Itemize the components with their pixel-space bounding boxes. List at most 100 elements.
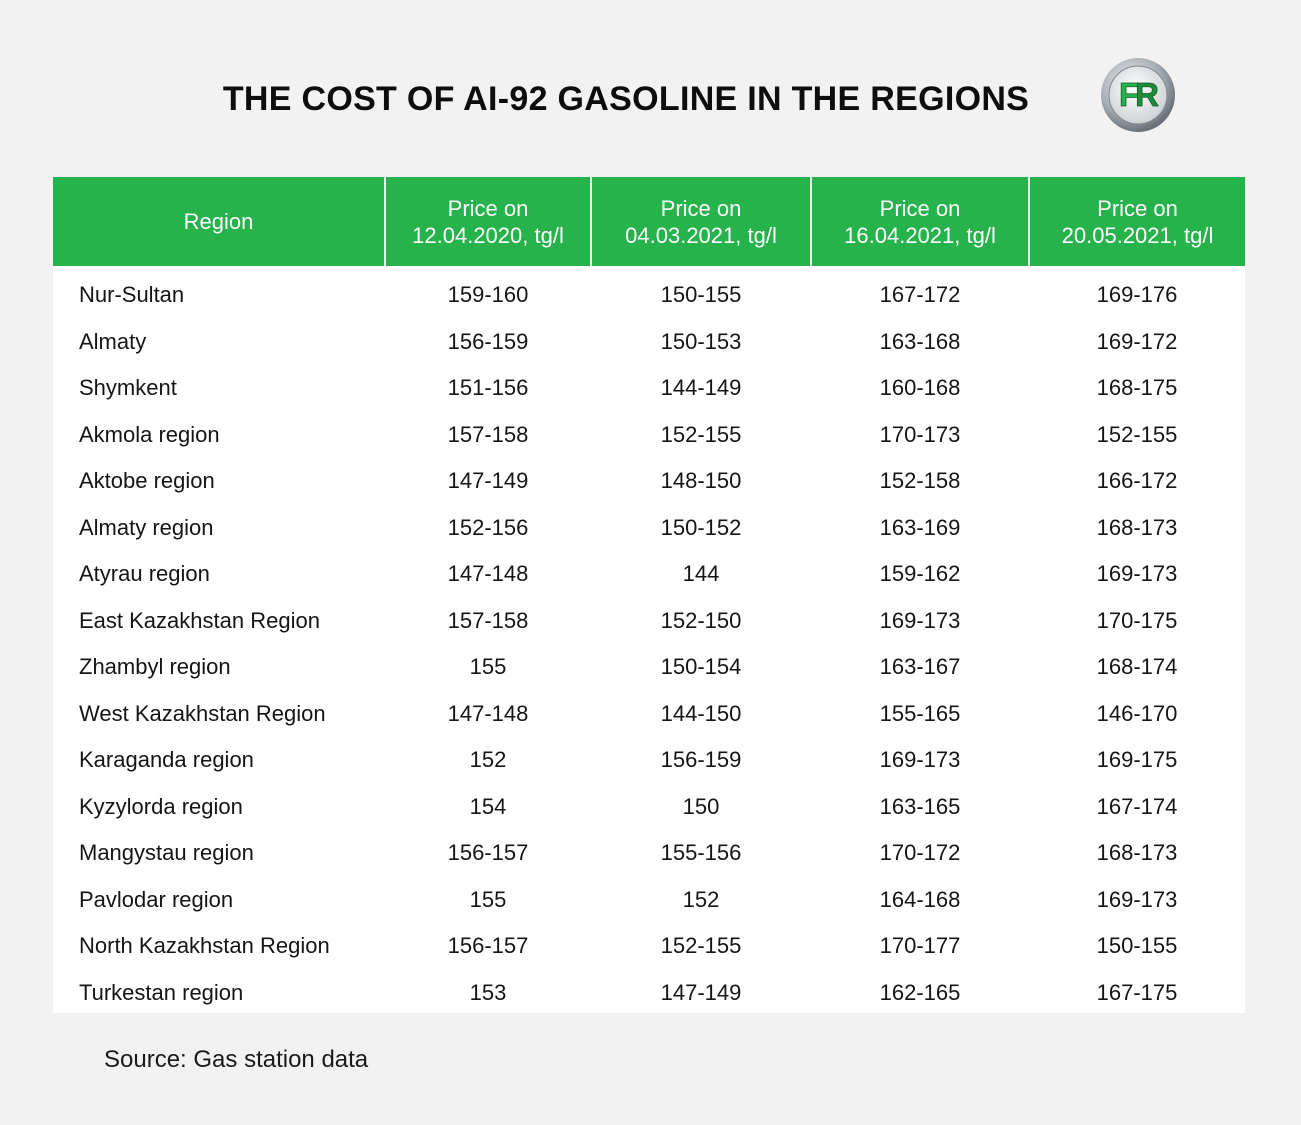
price-2020-04-12-cell: 156-159 [447, 328, 529, 354]
source-note: Source: Gas station data [104, 1046, 369, 1073]
region-cell: Pavlodar region [79, 886, 234, 912]
table-row: East Kazakhstan Region 157-158 152-150 169-… [53, 598, 1245, 645]
price-2020-04-12-cell: 159-160 [447, 282, 529, 308]
price-2020-04-12-cell: 151-156 [447, 375, 529, 401]
region-cell: West Kazakhstan Region [79, 700, 326, 726]
table-row: Kyzylorda region 154 150 163-165 167-174 [53, 784, 1245, 831]
price-2021-05-20-cell: 169-173 [1096, 886, 1178, 912]
price-2021-05-20-cell: 170-175 [1096, 607, 1178, 633]
price-2021-04-16-cell: 159-162 [879, 561, 961, 587]
price-2021-05-20-cell: 150-155 [1096, 933, 1178, 959]
price-2021-05-20-cell: 169-173 [1096, 561, 1178, 587]
price-2020-04-12-cell: 154 [469, 793, 507, 819]
table-row: Karaganda region 152 156-159 169-173 169-175 [53, 737, 1245, 784]
price-2021-04-16-cell: 169-173 [879, 747, 961, 773]
price-2021-05-20-cell: 167-175 [1096, 979, 1178, 1005]
fr-logo-icon: FR [1100, 57, 1176, 133]
price-2021-05-20-cell: 169-172 [1096, 328, 1178, 354]
price-2021-04-16-cell: 163-165 [879, 793, 961, 819]
price-2021-03-04-cell: 150-154 [660, 654, 742, 680]
price-2020-04-12-cell: 152 [469, 747, 507, 773]
price-2021-04-16-cell: 167-172 [879, 282, 961, 308]
table-row: Mangystau region 156-157 155-156 170-172 168… [53, 830, 1245, 877]
price-2021-03-04-cell: 152-150 [660, 607, 742, 633]
price-2021-03-04-cell: 155-156 [660, 840, 742, 866]
table-row: Turkestan region 153 147-149 162-165 167-175 [53, 970, 1245, 1017]
price-2021-03-04-cell: 148-150 [660, 468, 742, 494]
price-2021-04-16-cell: 170-173 [879, 421, 961, 447]
region-cell: Aktobe region [79, 468, 215, 494]
price-2021-04-16-cell: 163-169 [879, 514, 961, 540]
price-2021-05-20-cell: 168-174 [1096, 654, 1178, 680]
region-cell: North Kazakhstan Region [79, 933, 330, 959]
price-2021-05-20-cell: 169-176 [1096, 282, 1178, 308]
region-cell: East Kazakhstan Region [79, 607, 320, 633]
table-row: North Kazakhstan Region 156-157 152-155 170… [53, 923, 1245, 970]
table-body: Nur-Sultan 159-160 150-155 167-172 169-176 Al… [53, 266, 1245, 1016]
price-2021-05-20-cell: 146-170 [1096, 700, 1178, 726]
table-row: Akmola region 157-158 152-155 170-173 152-15… [53, 412, 1245, 459]
price-2020-04-12-cell: 155 [469, 886, 507, 912]
price-table: Region Price on 12.04.2020, tg/l Price o… [53, 177, 1245, 1013]
price-2021-05-20-cell: 168-175 [1096, 375, 1178, 401]
price-2021-04-16-cell: 160-168 [879, 375, 961, 401]
price-2020-04-12-cell: 153 [469, 979, 507, 1005]
region-cell: Kyzylorda region [79, 793, 243, 819]
price-2020-04-12-cell: 156-157 [447, 933, 529, 959]
price-2021-05-20-cell: 166-172 [1096, 468, 1178, 494]
price-2021-03-04-cell: 150-155 [660, 282, 742, 308]
table-row: Aktobe region 147-149 148-150 152-158 166-17… [53, 458, 1245, 505]
price-2020-04-12-cell: 152-156 [447, 514, 529, 540]
table-row: West Kazakhstan Region 147-148 144-150 155-… [53, 691, 1245, 738]
price-2021-05-20-cell: 167-174 [1096, 793, 1178, 819]
price-2021-03-04-cell: 156-159 [660, 747, 742, 773]
region-cell: Shymkent [79, 375, 177, 401]
price-2020-04-12-cell: 147-149 [447, 468, 529, 494]
price-2021-05-20-cell: 168-173 [1096, 514, 1178, 540]
price-2021-03-04-cell: 150-153 [660, 328, 742, 354]
price-2021-04-16-cell: 155-165 [879, 700, 961, 726]
svg-text:FR: FR [1119, 76, 1159, 113]
table-row: Almaty region 152-156 150-152 163-169 168-17… [53, 505, 1245, 552]
column-header-region: Region [53, 177, 385, 266]
region-cell: Karaganda region [79, 747, 254, 773]
table-row: Pavlodar region 155 152 164-168 169-173 [53, 877, 1245, 924]
price-2021-03-04-cell: 152-155 [660, 421, 742, 447]
column-header-2021-03-04: Price on 04.03.2021, tg/l [590, 177, 811, 266]
price-2021-04-16-cell: 170-172 [879, 840, 961, 866]
price-2021-03-04-cell: 152-155 [660, 933, 742, 959]
table-header-row: Region Price on 12.04.2020, tg/l Price o… [53, 177, 1245, 266]
price-2021-04-16-cell: 152-158 [879, 468, 961, 494]
price-2021-04-16-cell: 164-168 [879, 886, 961, 912]
region-cell: Akmola region [79, 421, 220, 447]
price-2021-05-20-cell: 169-175 [1096, 747, 1178, 773]
table-row: Almaty 156-159 150-153 163-168 169-172 [53, 319, 1245, 366]
region-cell: Zhambyl region [79, 654, 231, 680]
price-2021-04-16-cell: 170-177 [879, 933, 961, 959]
price-2021-05-20-cell: 168-173 [1096, 840, 1178, 866]
price-2021-04-16-cell: 169-173 [879, 607, 961, 633]
price-2021-03-04-cell: 147-149 [660, 979, 742, 1005]
region-cell: Almaty region [79, 514, 214, 540]
region-cell: Turkestan region [79, 979, 244, 1005]
table-row: Zhambyl region 155 150-154 163-167 168-174 [53, 644, 1245, 691]
price-2021-03-04-cell: 144-149 [660, 375, 742, 401]
price-2021-04-16-cell: 163-168 [879, 328, 961, 354]
price-2020-04-12-cell: 155 [469, 654, 507, 680]
page-title: THE COST OF AI-92 GASOLINE IN THE REGION… [222, 80, 1030, 118]
region-cell: Atyrau region [79, 561, 210, 587]
price-2021-04-16-cell: 163-167 [879, 654, 961, 680]
price-2021-03-04-cell: 144 [682, 561, 720, 587]
table-row: Shymkent 151-156 144-149 160-168 168-175 [53, 365, 1245, 412]
price-2020-04-12-cell: 157-158 [447, 421, 529, 447]
price-2020-04-12-cell: 157-158 [447, 607, 529, 633]
column-header-2021-04-16: Price on 16.04.2021, tg/l [810, 177, 1029, 266]
price-2020-04-12-cell: 147-148 [447, 700, 529, 726]
region-cell: Nur-Sultan [79, 282, 185, 308]
price-2021-03-04-cell: 152 [682, 886, 720, 912]
price-2021-03-04-cell: 150 [682, 793, 720, 819]
price-2021-03-04-cell: 144-150 [660, 700, 742, 726]
table-row: Nur-Sultan 159-160 150-155 167-172 169-176 [53, 266, 1245, 319]
table-row: Atyrau region 147-148 144 159-162 169-173 [53, 551, 1245, 598]
region-cell: Mangystau region [79, 840, 254, 866]
